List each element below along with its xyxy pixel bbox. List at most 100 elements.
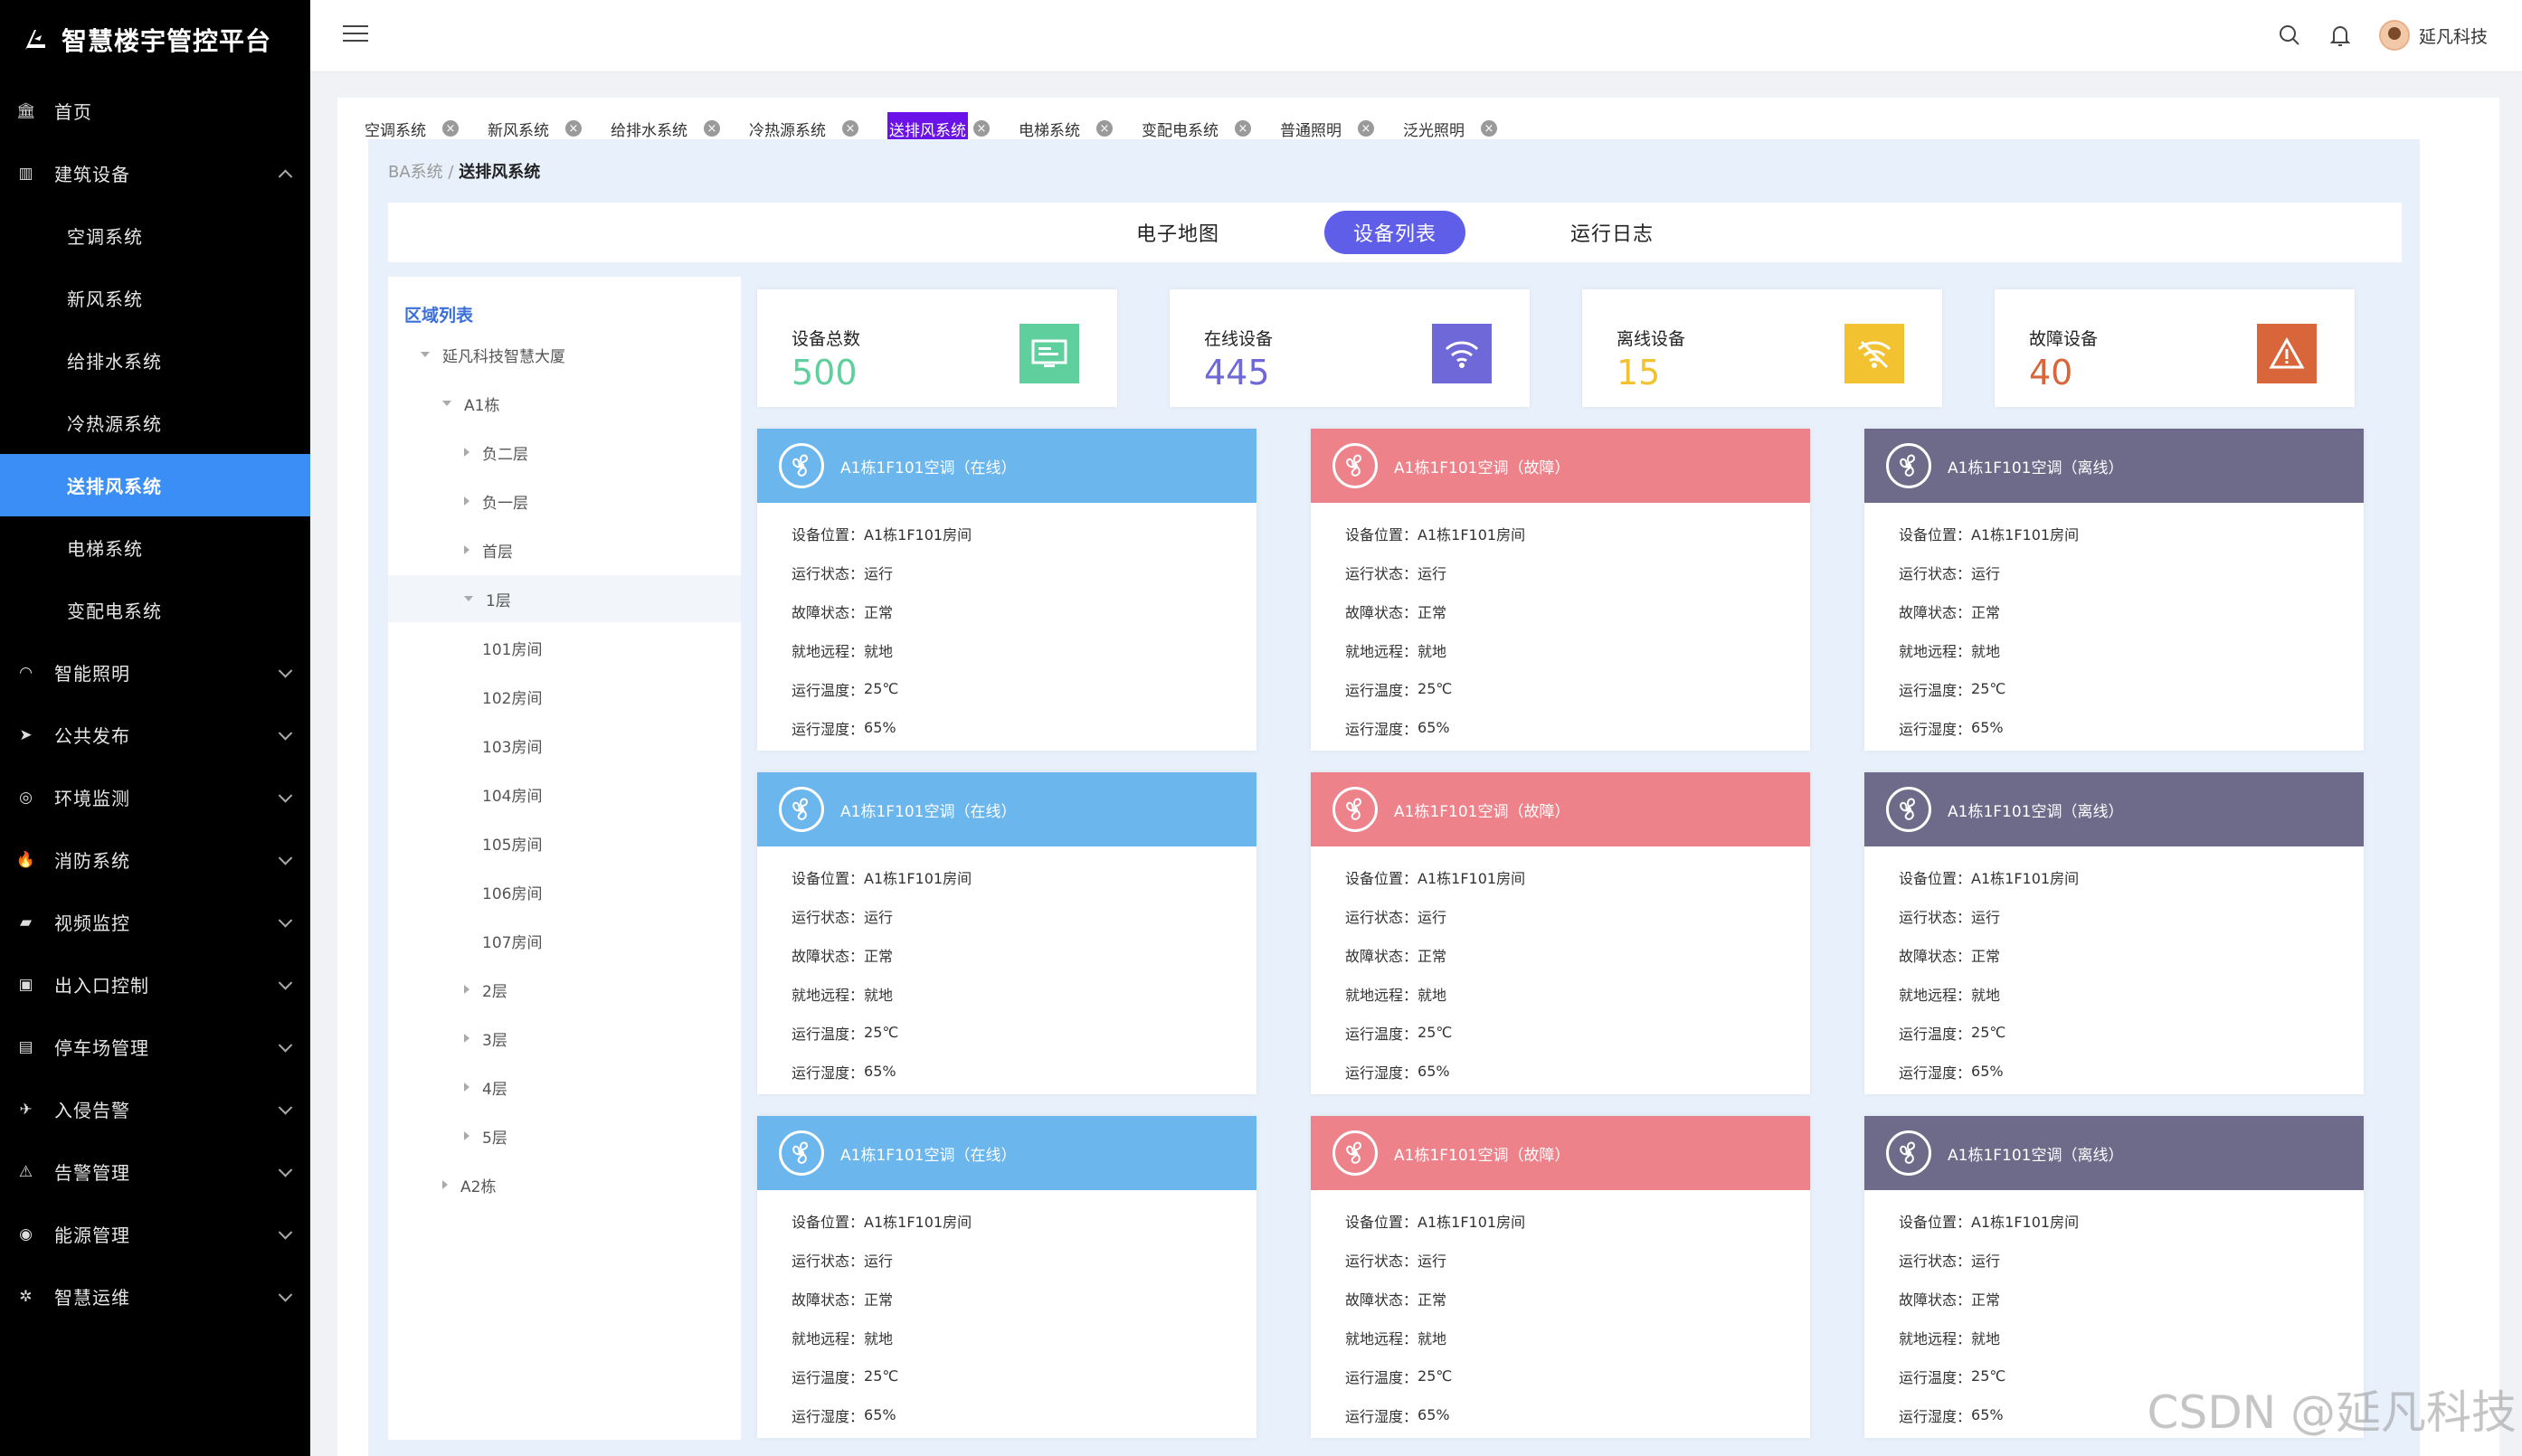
sidebar-subitem-2[interactable]: 给排水系统 bbox=[67, 351, 162, 373]
sidebar-subitem-3[interactable]: 冷热源系统 bbox=[67, 413, 162, 435]
chevron-down-icon[interactable] bbox=[278, 850, 293, 865]
breadcrumb-parent[interactable]: BA系统 bbox=[388, 163, 443, 182]
chevron-down-icon[interactable] bbox=[278, 1287, 293, 1302]
chevron-up-icon[interactable] bbox=[278, 169, 293, 184]
close-icon[interactable]: × bbox=[973, 120, 990, 137]
sidebar-item-0[interactable]: 🏛 首页 bbox=[0, 80, 310, 142]
device-card[interactable]: A1栋1F101空调（故障） 设备位置： A1栋1F101房间 运行状态： 运行 故障状态… bbox=[1311, 1116, 1810, 1438]
chevron-down-icon[interactable] bbox=[278, 663, 293, 678]
sidebar-item-3[interactable]: ➤ 公共发布 bbox=[0, 704, 310, 766]
sidebar-item-4[interactable]: ◎ 环境监测 bbox=[0, 766, 310, 828]
device-card[interactable]: A1栋1F101空调（故障） 设备位置： A1栋1F101房间 运行状态： 运行 故障状态… bbox=[1311, 772, 1810, 1094]
tree-node[interactable]: 2层 bbox=[388, 966, 741, 1013]
device-card-header[interactable]: A1栋1F101空调（在线） bbox=[757, 429, 1256, 503]
caret-down-icon[interactable] bbox=[442, 401, 451, 406]
tree-node[interactable]: 负二层 bbox=[388, 429, 741, 476]
view-tab-0[interactable]: 电子地图 bbox=[1135, 223, 1219, 246]
close-icon[interactable]: × bbox=[1235, 120, 1251, 137]
tree-node[interactable]: 5层 bbox=[388, 1112, 741, 1159]
tab-7[interactable]: 普通照明 × bbox=[1276, 112, 1378, 145]
sidebar-subitem-1[interactable]: 新风系统 bbox=[67, 288, 143, 310]
device-card[interactable]: A1栋1F101空调（在线） 设备位置： A1栋1F101房间 运行状态： 运行 故障状态… bbox=[757, 429, 1256, 751]
sidebar-subitem-6[interactable]: 变配电系统 bbox=[67, 600, 162, 622]
stat-card-2[interactable]: 离线设备 15 bbox=[1582, 289, 1942, 407]
device-card-header[interactable]: A1栋1F101空调（故障） bbox=[1311, 1116, 1810, 1190]
caret-right-icon[interactable] bbox=[464, 1083, 469, 1092]
caret-right-icon[interactable] bbox=[464, 496, 469, 506]
sidebar-subitem-4[interactable]: 送排风系统 bbox=[0, 454, 310, 516]
close-icon[interactable]: × bbox=[565, 120, 582, 137]
device-card-header[interactable]: A1栋1F101空调（在线） bbox=[757, 1116, 1256, 1190]
device-card-header[interactable]: A1栋1F101空调（离线） bbox=[1864, 429, 2364, 503]
brand[interactable]: 智慧楼宇管控平台 bbox=[0, 0, 310, 80]
device-card-header[interactable]: A1栋1F101空调（故障） bbox=[1311, 429, 1810, 503]
device-card[interactable]: A1栋1F101空调（离线） 设备位置： A1栋1F101房间 运行状态： 运行 故障状态… bbox=[1864, 429, 2364, 751]
tree-node[interactable]: 101房间 bbox=[388, 624, 741, 671]
search-icon[interactable] bbox=[2274, 20, 2305, 51]
caret-down-icon[interactable] bbox=[464, 596, 473, 601]
tab-1[interactable]: 新风系统 × bbox=[484, 112, 585, 145]
tree-node[interactable]: 3层 bbox=[388, 1015, 741, 1062]
tree-node[interactable]: 107房间 bbox=[388, 917, 741, 964]
tree-node[interactable]: A1栋 bbox=[388, 380, 741, 427]
stat-card-3[interactable]: 故障设备 40 bbox=[1995, 289, 2355, 407]
sidebar-item-12[interactable]: ✲ 智慧运维 bbox=[0, 1265, 310, 1328]
tree-node[interactable]: A2栋 bbox=[388, 1161, 741, 1208]
tab-2[interactable]: 给排水系统 × bbox=[607, 112, 724, 145]
device-card-header[interactable]: A1栋1F101空调（离线） bbox=[1864, 1116, 2364, 1190]
sidebar-item-11[interactable]: ◉ 能源管理 bbox=[0, 1203, 310, 1265]
caret-down-icon[interactable] bbox=[421, 352, 430, 357]
sidebar-subitem-0[interactable]: 空调系统 bbox=[67, 226, 143, 248]
device-card-header[interactable]: A1栋1F101空调（离线） bbox=[1864, 772, 2364, 846]
tree-node[interactable]: 1层 bbox=[388, 575, 741, 622]
chevron-down-icon[interactable] bbox=[278, 725, 293, 741]
chevron-down-icon[interactable] bbox=[278, 912, 293, 928]
sidebar-item-2[interactable]: ◠ 智能照明 bbox=[0, 641, 310, 704]
close-icon[interactable]: × bbox=[1358, 120, 1374, 137]
tree-node[interactable]: 首层 bbox=[388, 526, 741, 573]
caret-right-icon[interactable] bbox=[442, 1180, 448, 1189]
close-icon[interactable]: × bbox=[1481, 120, 1497, 137]
avatar[interactable] bbox=[2378, 20, 2410, 51]
user-name[interactable]: 延凡科技 bbox=[2418, 26, 2488, 47]
sidebar-item-5[interactable]: 🔥 消防系统 bbox=[0, 828, 310, 891]
caret-right-icon[interactable] bbox=[464, 985, 469, 994]
caret-right-icon[interactable] bbox=[464, 1131, 469, 1140]
tree-node[interactable]: 104房间 bbox=[388, 771, 741, 818]
tab-6[interactable]: 变配电系统 × bbox=[1138, 112, 1255, 145]
device-card[interactable]: A1栋1F101空调（离线） 设备位置： A1栋1F101房间 运行状态： 运行 故障状态… bbox=[1864, 772, 2364, 1094]
caret-right-icon[interactable] bbox=[464, 545, 469, 554]
device-card[interactable]: A1栋1F101空调（在线） 设备位置： A1栋1F101房间 运行状态： 运行 故障状态… bbox=[757, 1116, 1256, 1438]
tree-node[interactable]: 102房间 bbox=[388, 673, 741, 720]
sidebar-item-7[interactable]: ▣ 出入口控制 bbox=[0, 953, 310, 1016]
sidebar-item-1[interactable]: ▥ 建筑设备 bbox=[0, 142, 310, 204]
caret-right-icon[interactable] bbox=[464, 1034, 469, 1043]
tree-node[interactable]: 延凡科技智慧大厦 bbox=[388, 331, 741, 378]
device-card[interactable]: A1栋1F101空调（在线） 设备位置： A1栋1F101房间 运行状态： 运行 故障状态… bbox=[757, 772, 1256, 1094]
chevron-down-icon[interactable] bbox=[278, 1162, 293, 1177]
sidebar-item-9[interactable]: ✈ 入侵告警 bbox=[0, 1078, 310, 1140]
chevron-down-icon[interactable] bbox=[278, 1037, 293, 1053]
device-card[interactable]: A1栋1F101空调（故障） 设备位置： A1栋1F101房间 运行状态： 运行 故障状态… bbox=[1311, 429, 1810, 751]
sidebar-item-8[interactable]: ▤ 停车场管理 bbox=[0, 1016, 310, 1078]
close-icon[interactable]: × bbox=[1096, 120, 1113, 137]
tree-node[interactable]: 负一层 bbox=[388, 477, 741, 525]
device-card-header[interactable]: A1栋1F101空调（故障） bbox=[1311, 772, 1810, 846]
view-tab-1[interactable]: 设备列表 bbox=[1323, 211, 1465, 254]
tab-8[interactable]: 泛光照明 × bbox=[1399, 112, 1501, 145]
tree-node[interactable]: 105房间 bbox=[388, 819, 741, 866]
close-icon[interactable]: × bbox=[704, 120, 720, 137]
stat-card-1[interactable]: 在线设备 445 bbox=[1170, 289, 1530, 407]
tree-node[interactable]: 106房间 bbox=[388, 868, 741, 915]
chevron-down-icon[interactable] bbox=[278, 1100, 293, 1115]
device-card-header[interactable]: A1栋1F101空调（在线） bbox=[757, 772, 1256, 846]
chevron-down-icon[interactable] bbox=[278, 975, 293, 990]
chevron-down-icon[interactable] bbox=[278, 788, 293, 803]
tree-node[interactable]: 4层 bbox=[388, 1064, 741, 1111]
tab-0[interactable]: 空调系统 × bbox=[361, 112, 462, 145]
bell-icon[interactable] bbox=[2325, 20, 2356, 51]
tree-node[interactable]: 103房间 bbox=[388, 722, 741, 769]
tab-3[interactable]: 冷热源系统 × bbox=[745, 112, 862, 145]
chevron-down-icon[interactable] bbox=[278, 1224, 293, 1240]
sidebar-item-6[interactable]: ▰ 视频监控 bbox=[0, 891, 310, 953]
